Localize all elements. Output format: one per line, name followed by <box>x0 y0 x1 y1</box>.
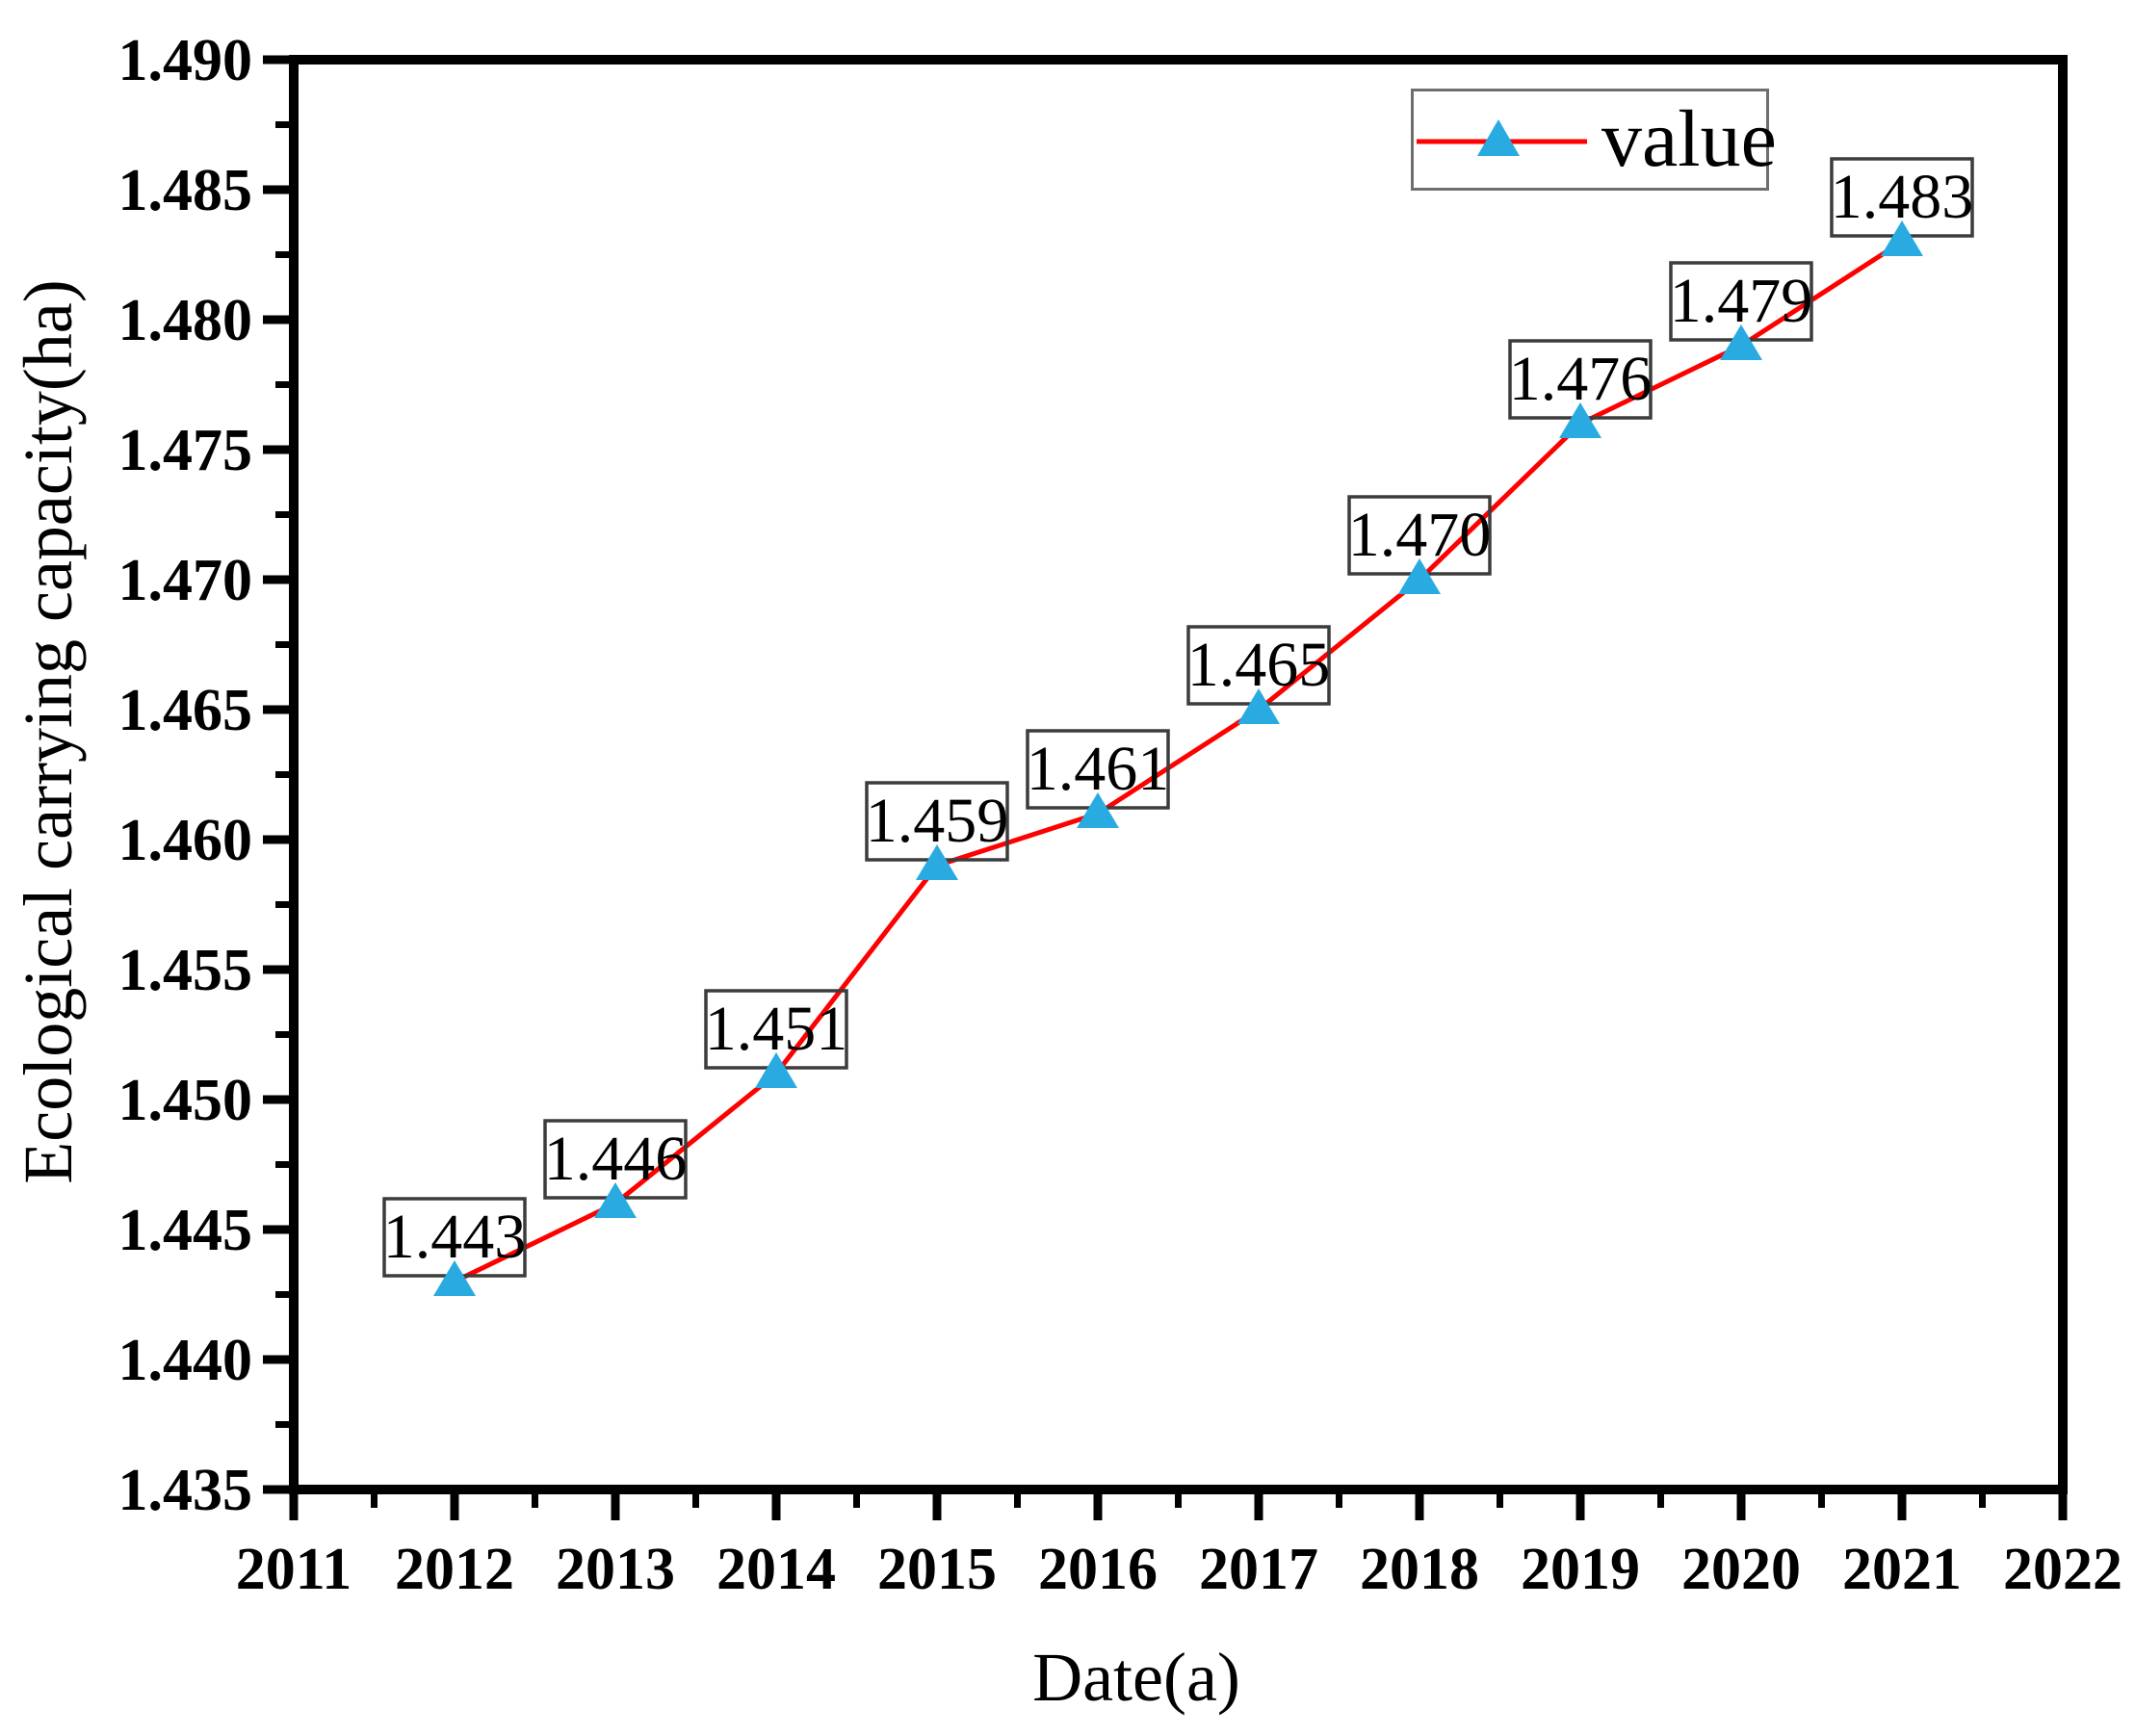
y-tick-label: 1.455 <box>118 938 253 1003</box>
data-label: 1.451 <box>705 994 848 1064</box>
y-tick-label: 1.460 <box>118 808 253 873</box>
x-tick-label: 2019 <box>1521 1537 1640 1602</box>
x-tick-label: 2013 <box>556 1537 675 1602</box>
data-point-marker <box>594 1182 637 1218</box>
legend-triangle-marker <box>1477 119 1520 156</box>
legend-label: value <box>1601 94 1777 184</box>
data-label: 1.443 <box>383 1202 527 1272</box>
x-tick-label: 2020 <box>1681 1537 1801 1602</box>
y-axis-title: Ecological carrying capacity(ha) <box>10 279 87 1184</box>
y-tick-label: 1.440 <box>118 1328 253 1393</box>
y-tick-label: 1.480 <box>118 288 253 353</box>
y-tick-label: 1.465 <box>118 678 253 743</box>
x-tick-label: 2015 <box>877 1537 997 1602</box>
y-tick-label: 1.475 <box>118 418 253 483</box>
y-tick-label: 1.470 <box>118 548 253 613</box>
y-tick-label: 1.445 <box>118 1198 253 1263</box>
x-tick-label: 2012 <box>395 1537 514 1602</box>
data-point-marker <box>1398 558 1441 594</box>
x-tick-label: 2021 <box>1842 1537 1962 1602</box>
data-label: 1.446 <box>544 1124 688 1194</box>
data-label: 1.459 <box>866 786 1009 856</box>
legend: value <box>1411 89 1777 191</box>
data-point-marker <box>755 1052 797 1088</box>
data-point-marker <box>433 1260 476 1296</box>
x-tick-label: 2014 <box>716 1537 836 1602</box>
data-point-marker <box>1237 688 1280 724</box>
y-tick-label: 1.485 <box>118 158 253 223</box>
plot-frame <box>289 55 2068 1494</box>
data-label: 1.461 <box>1027 734 1170 804</box>
x-tick-label: 2017 <box>1199 1537 1318 1602</box>
data-label: 1.476 <box>1509 344 1653 414</box>
x-tick-label: 2018 <box>1360 1537 1479 1602</box>
x-tick-label: 2016 <box>1038 1537 1158 1602</box>
y-tick-label: 1.490 <box>118 28 253 93</box>
data-point-marker <box>1077 792 1119 828</box>
value-line <box>453 239 1904 1284</box>
data-point-marker <box>1559 402 1601 438</box>
data-label: 1.470 <box>1348 500 1492 570</box>
data-point-marker <box>1720 324 1762 360</box>
data-label: 1.479 <box>1670 266 1813 336</box>
data-point-marker <box>916 844 958 880</box>
data-point-marker <box>1881 220 1923 256</box>
y-tick-label: 1.450 <box>118 1068 253 1133</box>
legend-line-marker-sample <box>1417 119 1587 156</box>
data-label: 1.465 <box>1187 630 1331 700</box>
x-tick-label: 2011 <box>236 1537 352 1602</box>
y-tick-label: 1.435 <box>118 1458 253 1523</box>
x-tick-label: 2022 <box>2003 1537 2122 1602</box>
x-axis-title: Date(a) <box>1032 1639 1240 1716</box>
data-label: 1.483 <box>1831 162 1974 232</box>
